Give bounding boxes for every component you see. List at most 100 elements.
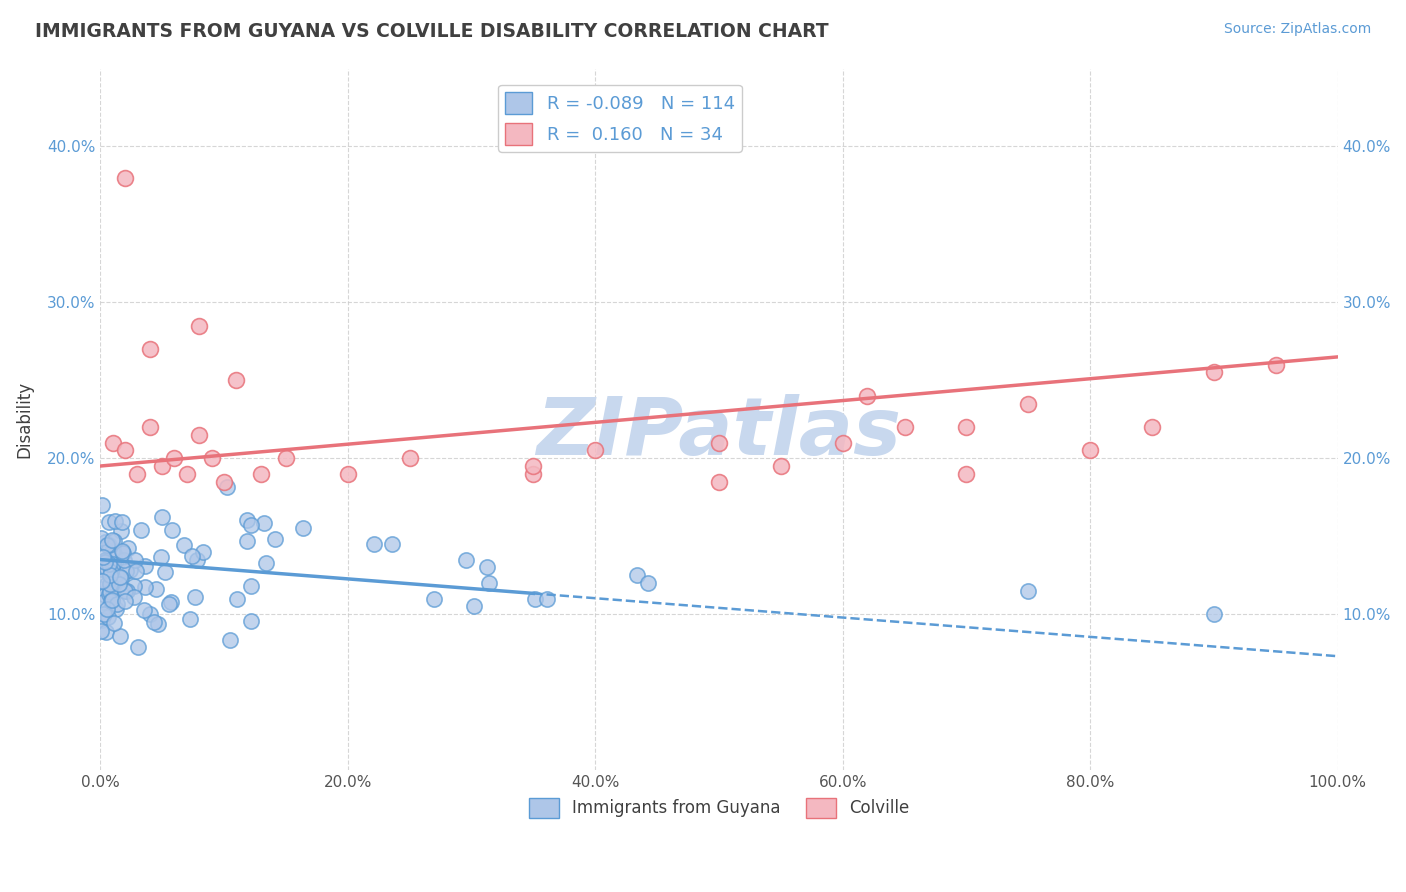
- Point: [104, 514, 127, 528]
- Point: [108, 577, 131, 591]
- Point: [105, 567, 128, 582]
- Point: [117, 584, 139, 599]
- Point: [103, 534, 125, 549]
- Point: [124, 553, 146, 567]
- Point: [893, 420, 915, 434]
- Point: [112, 582, 135, 597]
- Point: [90, 562, 112, 576]
- Point: [583, 443, 606, 458]
- Point: [110, 544, 132, 558]
- Point: [769, 458, 792, 473]
- Point: [115, 564, 138, 578]
- Point: [134, 558, 156, 573]
- Point: [1017, 397, 1039, 411]
- Point: [522, 458, 544, 473]
- Point: [336, 467, 359, 481]
- Point: [191, 545, 214, 559]
- Point: [454, 552, 477, 566]
- Point: [176, 467, 198, 481]
- Point: [188, 427, 211, 442]
- Point: [157, 597, 180, 611]
- Point: [94, 553, 117, 567]
- Point: [114, 584, 136, 599]
- Text: ZIPatlas: ZIPatlas: [537, 394, 901, 472]
- Point: [218, 632, 240, 647]
- Point: [96, 601, 118, 615]
- Point: [96, 577, 118, 591]
- Point: [254, 556, 277, 570]
- Point: [152, 510, 174, 524]
- Point: [91, 594, 114, 608]
- Point: [91, 574, 114, 589]
- Point: [97, 609, 120, 624]
- Point: [96, 538, 118, 552]
- Point: [637, 576, 659, 591]
- Point: [463, 599, 485, 614]
- Point: [250, 467, 273, 481]
- Point: [186, 553, 208, 567]
- Point: [398, 451, 420, 466]
- Point: [120, 563, 142, 577]
- Point: [98, 515, 121, 529]
- Point: [201, 451, 224, 466]
- Point: [97, 557, 120, 571]
- Point: [101, 593, 124, 607]
- Point: [1140, 420, 1163, 434]
- Point: [212, 475, 235, 489]
- Point: [153, 566, 176, 580]
- Point: [381, 537, 404, 551]
- Point: [93, 553, 115, 567]
- Point: [160, 595, 183, 609]
- Point: [707, 475, 730, 489]
- Point: [129, 523, 152, 537]
- Point: [236, 534, 259, 549]
- Point: [93, 535, 115, 549]
- Point: [90, 498, 112, 512]
- Point: [139, 607, 162, 621]
- Point: [100, 550, 122, 565]
- Point: [184, 590, 207, 604]
- Point: [111, 515, 134, 529]
- Point: [253, 516, 276, 530]
- Point: [101, 543, 124, 558]
- Point: [101, 557, 124, 571]
- Point: [478, 576, 501, 591]
- Point: [236, 513, 259, 527]
- Point: [90, 624, 112, 638]
- Point: [100, 579, 122, 593]
- Point: [127, 467, 149, 481]
- Point: [93, 607, 115, 621]
- Point: [955, 467, 977, 481]
- Point: [112, 552, 135, 566]
- Point: [114, 170, 136, 185]
- Point: [536, 591, 558, 606]
- Point: [90, 613, 112, 627]
- Point: [146, 616, 169, 631]
- Point: [125, 564, 148, 578]
- Point: [143, 615, 166, 629]
- Point: [292, 521, 315, 535]
- Point: [173, 539, 195, 553]
- Point: [101, 435, 124, 450]
- Point: [96, 561, 118, 575]
- Point: [103, 615, 125, 630]
- Point: [100, 576, 122, 591]
- Point: [94, 588, 117, 602]
- Point: [179, 612, 201, 626]
- Text: Source: ZipAtlas.com: Source: ZipAtlas.com: [1223, 22, 1371, 37]
- Point: [105, 601, 128, 615]
- Point: [215, 480, 238, 494]
- Point: [96, 625, 118, 640]
- Point: [122, 579, 145, 593]
- Y-axis label: Disability: Disability: [15, 381, 32, 458]
- Point: [112, 546, 135, 560]
- Point: [264, 532, 287, 546]
- Point: [239, 518, 262, 533]
- Point: [524, 591, 547, 606]
- Point: [104, 557, 127, 571]
- Point: [97, 587, 120, 601]
- Point: [139, 420, 162, 434]
- Point: [150, 458, 173, 473]
- Point: [1202, 366, 1225, 380]
- Point: [124, 590, 146, 604]
